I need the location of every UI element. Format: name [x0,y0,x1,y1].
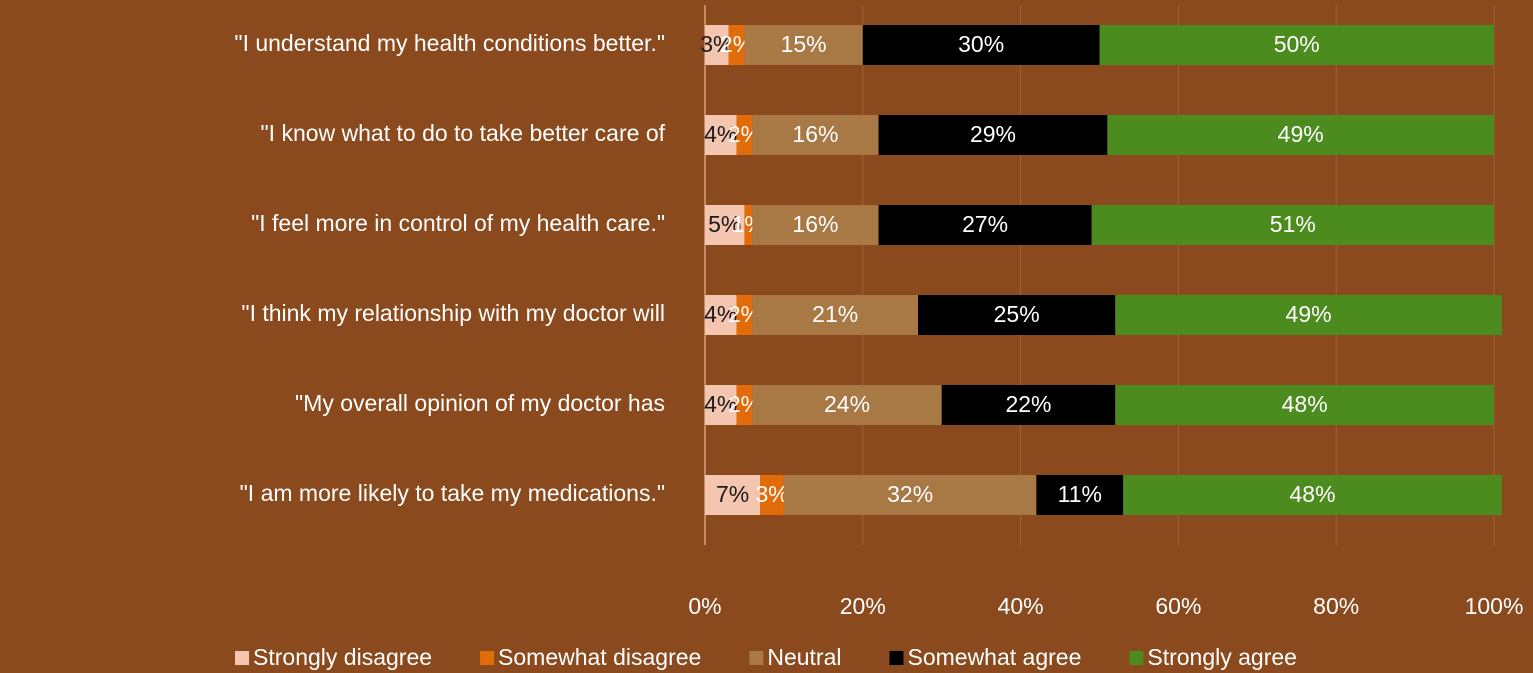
bar-segment [783,475,1037,515]
x-tick-label: 40% [998,593,1044,619]
data-label: 51% [1270,211,1316,237]
bar-segment [705,205,745,245]
data-label: 25% [994,301,1040,327]
bar-segment [736,295,753,335]
data-label: 16% [792,211,838,237]
bar-segment [705,385,737,425]
legend-label: Strongly agree [1147,644,1297,670]
x-tick-label: 100% [1465,593,1524,619]
y-tick-label: "I feel more in control of my health car… [251,210,665,236]
data-label: 11% [1058,481,1102,507]
bar-segment [728,25,745,65]
data-label: 48% [1290,481,1336,507]
data-label: 7% [716,481,749,507]
data-label: 50% [1274,31,1320,57]
x-tick-label: 20% [840,593,886,619]
bar-segment [736,115,753,155]
legend-label: Somewhat disagree [498,644,701,670]
x-tick-label: 60% [1155,593,1201,619]
bar-segment [736,385,753,425]
bar-segment [752,115,879,155]
data-label: 16% [792,121,838,147]
bar-segment [878,115,1108,155]
data-label: 3% [755,481,788,507]
y-tick-label: "My overall opinion of my doctor has [295,390,665,416]
data-label: 5% [708,211,741,237]
data-label: 49% [1286,301,1332,327]
y-tick-label: "I think my relationship with my doctor … [241,300,665,326]
data-label: 4% [704,301,737,327]
bar-segment [1123,475,1502,515]
data-label: 30% [958,31,1004,57]
bar-segment [752,205,879,245]
bar-segment [705,295,737,335]
bar-segment [941,385,1116,425]
bar-segment [744,25,863,65]
data-label: 24% [824,391,870,417]
bar-segment [1099,25,1494,65]
data-label: 15% [781,31,827,57]
legend-swatch [480,651,495,665]
data-label: 4% [704,391,737,417]
bar-segment [760,475,784,515]
bar-segment [705,25,729,65]
legend-swatch [235,651,250,665]
y-tick-label: "I understand my health conditions bette… [234,30,665,56]
bar-segment [878,205,1092,245]
data-label: 3% [700,31,733,57]
bar-segment [1115,385,1494,425]
data-label: 21% [812,301,858,327]
bar-segment [1036,475,1124,515]
bar-segment [752,295,919,335]
bar-segment [918,295,1116,335]
x-tick-label: 0% [688,593,721,619]
legend-label: Somewhat agree [907,644,1081,670]
data-label: 48% [1282,391,1328,417]
bar-segment [705,475,761,515]
x-tick-label: 80% [1313,593,1359,619]
bar-segment [752,385,942,425]
bar-segment [1115,295,1502,335]
data-label: 4% [704,121,737,147]
bar-segment [1091,205,1494,245]
legend-swatch [1129,651,1144,665]
y-tick-label: "I am more likely to take my medications… [240,480,665,506]
data-label: 49% [1278,121,1324,147]
data-label: 32% [887,481,933,507]
legend-swatch [889,651,904,665]
bar-segment [744,205,753,245]
data-label: 29% [970,121,1016,147]
legend-swatch [749,651,764,665]
bar-segment [1107,115,1494,155]
data-label: 27% [962,211,1008,237]
data-label: 22% [1005,391,1051,417]
legend-label: Neutral [767,644,841,670]
bar-segment [862,25,1100,65]
legend-label: Strongly disagree [253,644,432,670]
bar-segment [705,115,737,155]
y-tick-label: "I know what to do to take better care o… [261,120,666,146]
